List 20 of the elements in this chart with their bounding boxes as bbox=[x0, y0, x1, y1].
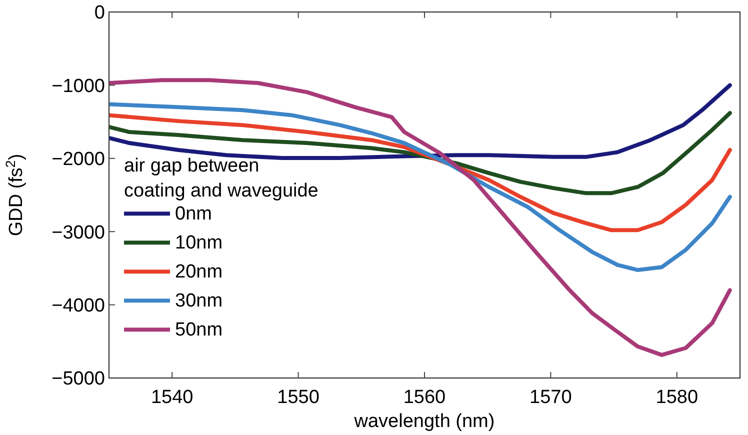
x-tick-label: 1550 bbox=[277, 387, 320, 408]
legend-label: 30nm bbox=[175, 290, 223, 312]
legend-label: 20nm bbox=[175, 262, 223, 283]
legend-label: 0nm bbox=[175, 204, 212, 225]
y-tick-label: −2000 bbox=[52, 149, 105, 170]
legend-label: 50nm bbox=[175, 320, 223, 341]
y-tick-label: 0 bbox=[94, 2, 105, 24]
legend-title: air gap between coating and waveguide bbox=[124, 156, 318, 202]
x-tick-label: 1580 bbox=[656, 387, 698, 408]
x-axis-title: wavelength (nm) bbox=[353, 411, 495, 432]
x-tick-label: 1560 bbox=[403, 387, 446, 408]
y-tick-label: −5000 bbox=[52, 368, 105, 390]
line-series bbox=[109, 113, 732, 232]
legend-label: 10nm bbox=[175, 232, 223, 254]
y-tick-label: −3000 bbox=[52, 222, 105, 244]
line-series bbox=[109, 78, 732, 357]
y-tick-label: −4000 bbox=[52, 295, 105, 316]
y-tick-label: −1000 bbox=[52, 76, 105, 97]
x-tick-label: 1540 bbox=[150, 387, 194, 408]
x-tick-label: 1570 bbox=[530, 387, 572, 408]
